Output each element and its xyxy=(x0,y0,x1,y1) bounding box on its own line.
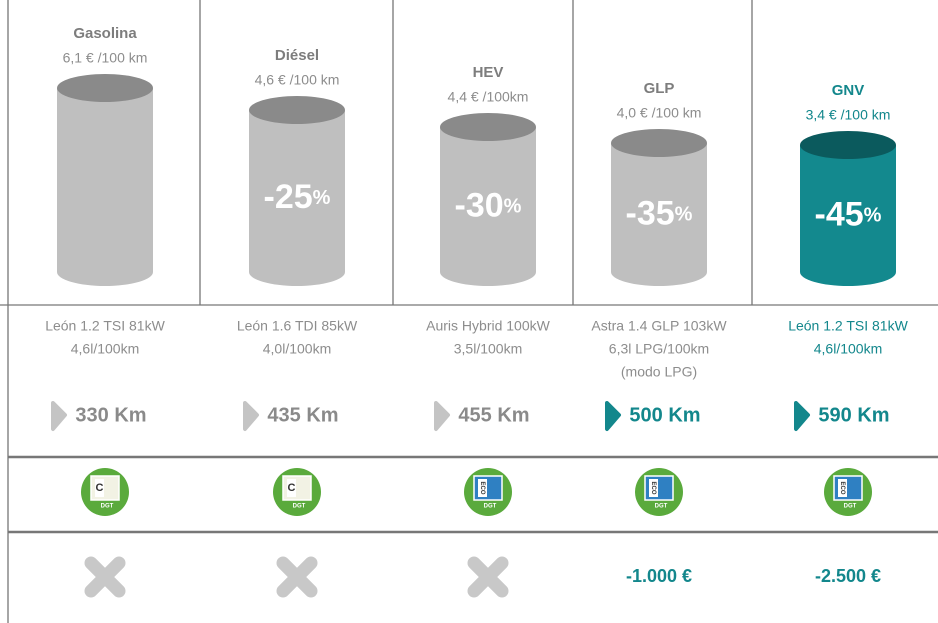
fuel-cost: 4,6 € /100 km xyxy=(255,72,340,88)
badge-card-inner xyxy=(95,479,104,497)
range-arrow xyxy=(794,401,810,431)
model: 4,6l/100km xyxy=(814,341,882,357)
saving-value: -25 xyxy=(264,178,313,216)
no-incentive xyxy=(84,556,126,598)
saving-unit: % xyxy=(864,205,882,227)
badge-footer: DGT xyxy=(101,504,114,510)
range: 590 Km xyxy=(818,404,889,426)
badge-label: C xyxy=(288,482,296,494)
fuel-name: Gasolina xyxy=(73,25,137,42)
model: 6,3l LPG/100km xyxy=(609,341,709,357)
model: León 1.2 TSI 81kW xyxy=(45,318,165,334)
badge-footer: DGT xyxy=(293,504,306,510)
range-arrow xyxy=(434,401,450,431)
badge-card-inner xyxy=(287,479,296,497)
no-incentive xyxy=(276,556,318,598)
badge-label: ECO xyxy=(650,481,656,494)
cylinder-top xyxy=(249,96,345,124)
saving-value: -30 xyxy=(455,186,504,224)
saving: -35% xyxy=(626,194,693,232)
cylinder xyxy=(57,88,153,286)
saving-value: -45 xyxy=(815,195,864,233)
range-arrow xyxy=(605,401,621,431)
incentive: -2.500 € xyxy=(815,566,881,586)
fuel-name: GLP xyxy=(644,80,675,97)
fuel-cost: 4,4 € /100km xyxy=(448,89,529,105)
cylinder xyxy=(440,127,536,286)
model: 4,6l/100km xyxy=(71,341,139,357)
badge-label: ECO xyxy=(839,481,845,494)
cylinder-top xyxy=(57,74,153,102)
cylinder xyxy=(611,143,707,286)
badge-card-inner xyxy=(838,479,847,497)
badge-card-inner xyxy=(649,479,658,497)
badge-footer: DGT xyxy=(844,504,857,510)
badge-footer: DGT xyxy=(655,504,668,510)
cylinder xyxy=(800,145,896,286)
saving: -30% xyxy=(455,186,522,224)
model: 3,5l/100km xyxy=(454,341,522,357)
saving-value: -35 xyxy=(626,194,675,232)
saving-unit: % xyxy=(313,187,331,209)
fuel-cost: 6,1 € /100 km xyxy=(63,50,148,66)
model: León 1.2 TSI 81kW xyxy=(788,318,908,334)
model: 4,0l/100km xyxy=(263,341,331,357)
model: (modo LPG) xyxy=(621,364,697,380)
range: 455 Km xyxy=(458,404,529,426)
model: Astra 1.4 GLP 103kW xyxy=(591,318,727,334)
fuel-name: GNV xyxy=(832,82,865,99)
model: León 1.6 TDI 85kW xyxy=(237,318,358,334)
saving-unit: % xyxy=(504,196,522,218)
incentive: -1.000 € xyxy=(626,566,692,586)
cylinder xyxy=(249,110,345,286)
no-incentive xyxy=(467,556,509,598)
fuel-name: Diésel xyxy=(275,47,319,64)
range-arrow xyxy=(51,401,67,431)
saving: -25% xyxy=(264,178,331,216)
saving-unit: % xyxy=(675,204,693,226)
fuel-name: HEV xyxy=(473,64,504,81)
range: 435 Km xyxy=(267,404,338,426)
cylinder-top xyxy=(800,131,896,159)
cylinder-top xyxy=(611,129,707,157)
range: 330 Km xyxy=(75,404,146,426)
badge-label: C xyxy=(96,482,104,494)
range-arrow xyxy=(243,401,259,431)
badge-footer: DGT xyxy=(484,504,497,510)
range: 500 Km xyxy=(629,404,700,426)
saving: -45% xyxy=(815,195,882,233)
badge-card-inner xyxy=(478,479,487,497)
badge-label: ECO xyxy=(479,481,485,494)
fuel-cost: 4,0 € /100 km xyxy=(617,105,702,121)
fuel-cost: 3,4 € /100 km xyxy=(806,107,891,123)
cylinder-top xyxy=(440,113,536,141)
model: Auris Hybrid 100kW xyxy=(426,318,550,334)
